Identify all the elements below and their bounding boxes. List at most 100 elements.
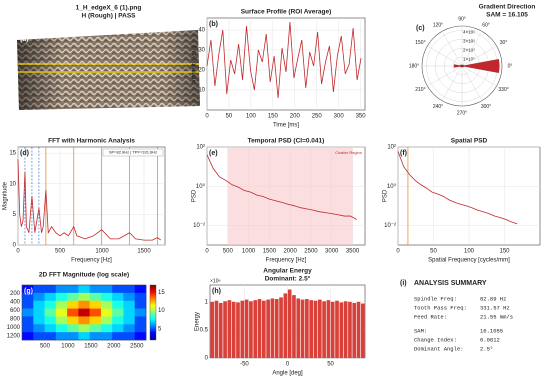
heatmap-cell (22, 285, 34, 294)
heatmap-cell (44, 285, 57, 294)
heatmap-cell (33, 324, 45, 333)
bar (240, 300, 245, 358)
heatmap-cell (67, 292, 79, 302)
y-tick-label: 600 (10, 308, 21, 314)
x-tick-label: 100 (246, 114, 257, 120)
chart-title: Spatial PSD (451, 138, 488, 145)
x-tick-label: 2500 (304, 249, 318, 255)
y-axis-label: Magnitude (3, 181, 9, 210)
heatmap-cell (78, 285, 90, 294)
bar (352, 302, 357, 358)
panel-label: (f) (400, 150, 407, 157)
bar (253, 300, 258, 358)
summary-value: 0.0812 (480, 336, 500, 343)
panel-label: (d) (20, 150, 29, 157)
heatmap-cell (33, 285, 45, 294)
chart-title: Gradient Direction (479, 4, 536, 11)
polar-wedge (461, 65, 464, 68)
heatmap-cell (55, 316, 68, 325)
heatmap-cell (134, 292, 147, 302)
chart-title: 2D FFT Magnitude (log scale) (39, 272, 129, 279)
summary-key: Feed Rate: (414, 313, 447, 320)
plot-frame (21, 284, 147, 341)
chart-subtitle: Dominant: 2.5° (265, 275, 311, 283)
theta-tick-label: 60° (482, 23, 490, 29)
theta-tick-label: 330° (498, 87, 508, 93)
polar-wedge (460, 64, 463, 67)
axis-exponent: ×10⁶ (210, 278, 221, 284)
image-subtitle: H (Rough) | PASS (81, 13, 136, 20)
bar (356, 301, 361, 358)
heatmap-cell (22, 292, 34, 302)
heatmap-cell (78, 316, 90, 325)
heatmap-cell (123, 332, 136, 341)
theta-tick-label: 120° (433, 23, 443, 29)
x-tick-label: 350 (356, 114, 367, 120)
y-tick-label: 400 (10, 300, 21, 306)
y-tick-label: 10⁻² (193, 223, 205, 229)
theta-tick-label: 240° (433, 104, 443, 110)
heatmap-cell (67, 285, 79, 294)
bar (309, 300, 314, 358)
heatmap-cell (100, 300, 113, 309)
r-tick-label: 3×10⁵ (463, 39, 475, 44)
heatmap-cell (134, 300, 147, 309)
heatmap-cell (67, 308, 79, 317)
heatmap-cell (112, 300, 124, 309)
bar (223, 301, 227, 358)
heatmap-cell (22, 316, 34, 325)
bar (335, 300, 339, 358)
heatmap-cell (44, 308, 57, 317)
colorbar-tick-label: 15 (158, 290, 165, 296)
heatmap-cell (67, 332, 79, 341)
bar (317, 299, 322, 358)
theta-tick-label: 180° (409, 63, 419, 69)
y-tick-label: 1000 (7, 325, 21, 331)
x-tick-label: 0 (286, 362, 290, 368)
x-tick-label: 0 (205, 249, 209, 255)
bar (292, 295, 296, 358)
y-axis-label: Energy (195, 312, 201, 331)
legend-box (102, 148, 164, 157)
heatmap-cell (100, 324, 113, 333)
x-tick-label: 500 (40, 344, 51, 350)
heatmap-cell (33, 316, 45, 325)
heatmap-cell (123, 308, 136, 317)
x-tick-label: 1000 (61, 344, 75, 350)
x-tick-label: 150 (268, 114, 279, 120)
heatmap-cell (89, 285, 102, 294)
heatmap-cell (112, 292, 124, 302)
x-tick-label: 150 (499, 249, 510, 255)
heatmap-cell (44, 324, 57, 333)
heatmap-cell (123, 285, 136, 294)
panel-label: (a) (20, 36, 29, 43)
bar (261, 300, 266, 358)
x-tick-label: 50 (226, 114, 233, 120)
x-tick-label: 0 (16, 249, 20, 255)
theta-tick-label: 0° (508, 63, 513, 69)
panel-label: (g) (24, 288, 33, 295)
x-tick-label: 2000 (283, 249, 297, 255)
heatmap-cell (112, 324, 124, 333)
y-tick-label: 30 (198, 48, 205, 54)
data-line (206, 21, 362, 99)
chart-title: Angular Energy (263, 268, 312, 275)
plot-frame (206, 17, 366, 111)
heatmap-cell (89, 300, 102, 309)
x-tick-label: -50 (240, 362, 249, 368)
heatmap-cell (55, 332, 68, 341)
r-tick-label: 2×10⁵ (463, 47, 475, 52)
heatmap-cell (112, 308, 124, 317)
heatmap-cell (89, 324, 102, 333)
x-axis-label: Time [ms] (273, 123, 299, 129)
image-title: 1_H_edgeX_6 (1).png (76, 5, 142, 12)
y-tick-label: 10 (198, 88, 205, 94)
heatmap-cell (44, 300, 57, 309)
theta-grid-line (461, 65, 483, 101)
chart-title: Temporal PSD (CI=0.041) (248, 138, 325, 145)
x-tick-label: 2500 (130, 344, 144, 350)
heatmap-cell (89, 316, 102, 325)
heatmap-cell (112, 316, 124, 325)
x-tick-label: 1000 (242, 249, 256, 255)
heatmap-cell (78, 300, 90, 309)
